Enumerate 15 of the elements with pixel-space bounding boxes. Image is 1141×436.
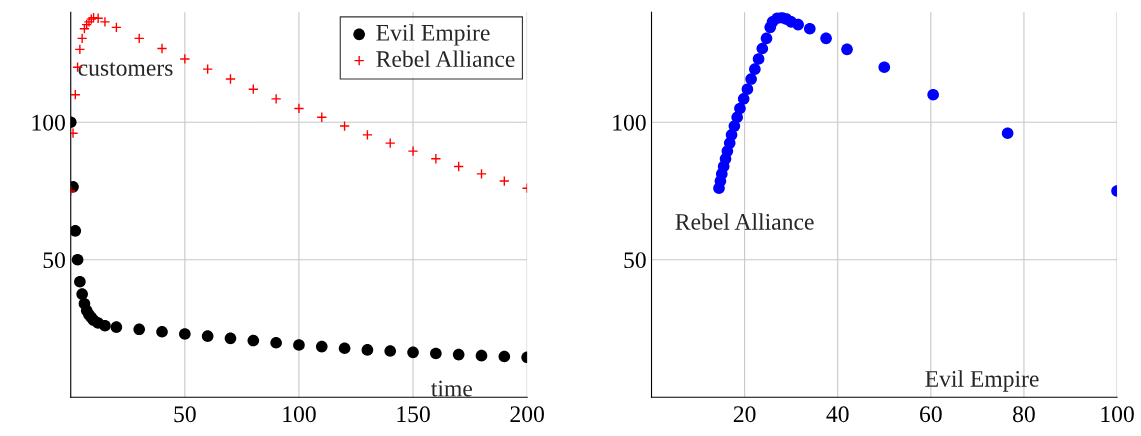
x-tick-label: 40 <box>826 406 849 423</box>
x-tick-label: 50 <box>174 406 196 423</box>
y-axis-title: customers <box>78 62 173 76</box>
x-tick-label: 200 <box>510 406 544 423</box>
legend-label: Evil Empire <box>376 24 490 46</box>
x-tick-label: 20 <box>733 406 756 423</box>
x-tick-label: 60 <box>920 406 942 423</box>
x-tick-label: 150 <box>397 406 430 423</box>
x-tick-label: 80 <box>1013 406 1035 423</box>
x-tick-label: 100 <box>1101 406 1134 423</box>
legend-label: Rebel Alliance <box>376 50 515 68</box>
x-axis-title: time <box>431 380 472 397</box>
x-tick-label: 100 <box>283 406 316 423</box>
x-axis-title: Evil Empire <box>925 370 1039 392</box>
y-axis-title: Rebel Alliance <box>675 213 814 230</box>
